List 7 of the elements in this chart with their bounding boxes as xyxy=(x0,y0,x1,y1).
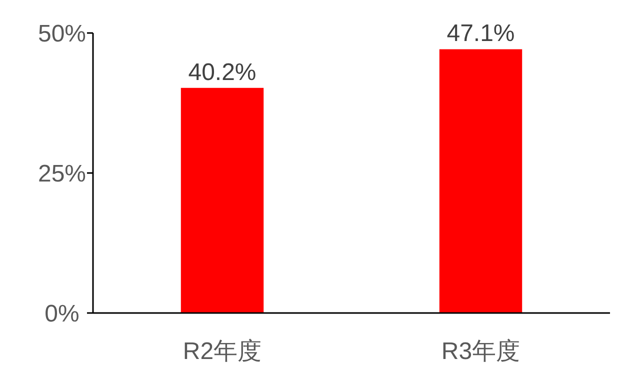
y-tick-label: 25% xyxy=(38,160,86,188)
y-tick-label: 50% xyxy=(38,20,86,48)
x-tick-label: R3年度 xyxy=(441,338,520,365)
y-tick-label: 0% xyxy=(44,300,80,328)
data-label: 47.1% xyxy=(446,20,515,48)
x-tick-label: R2年度 xyxy=(182,338,262,365)
data-label: 40.2% xyxy=(188,58,256,86)
